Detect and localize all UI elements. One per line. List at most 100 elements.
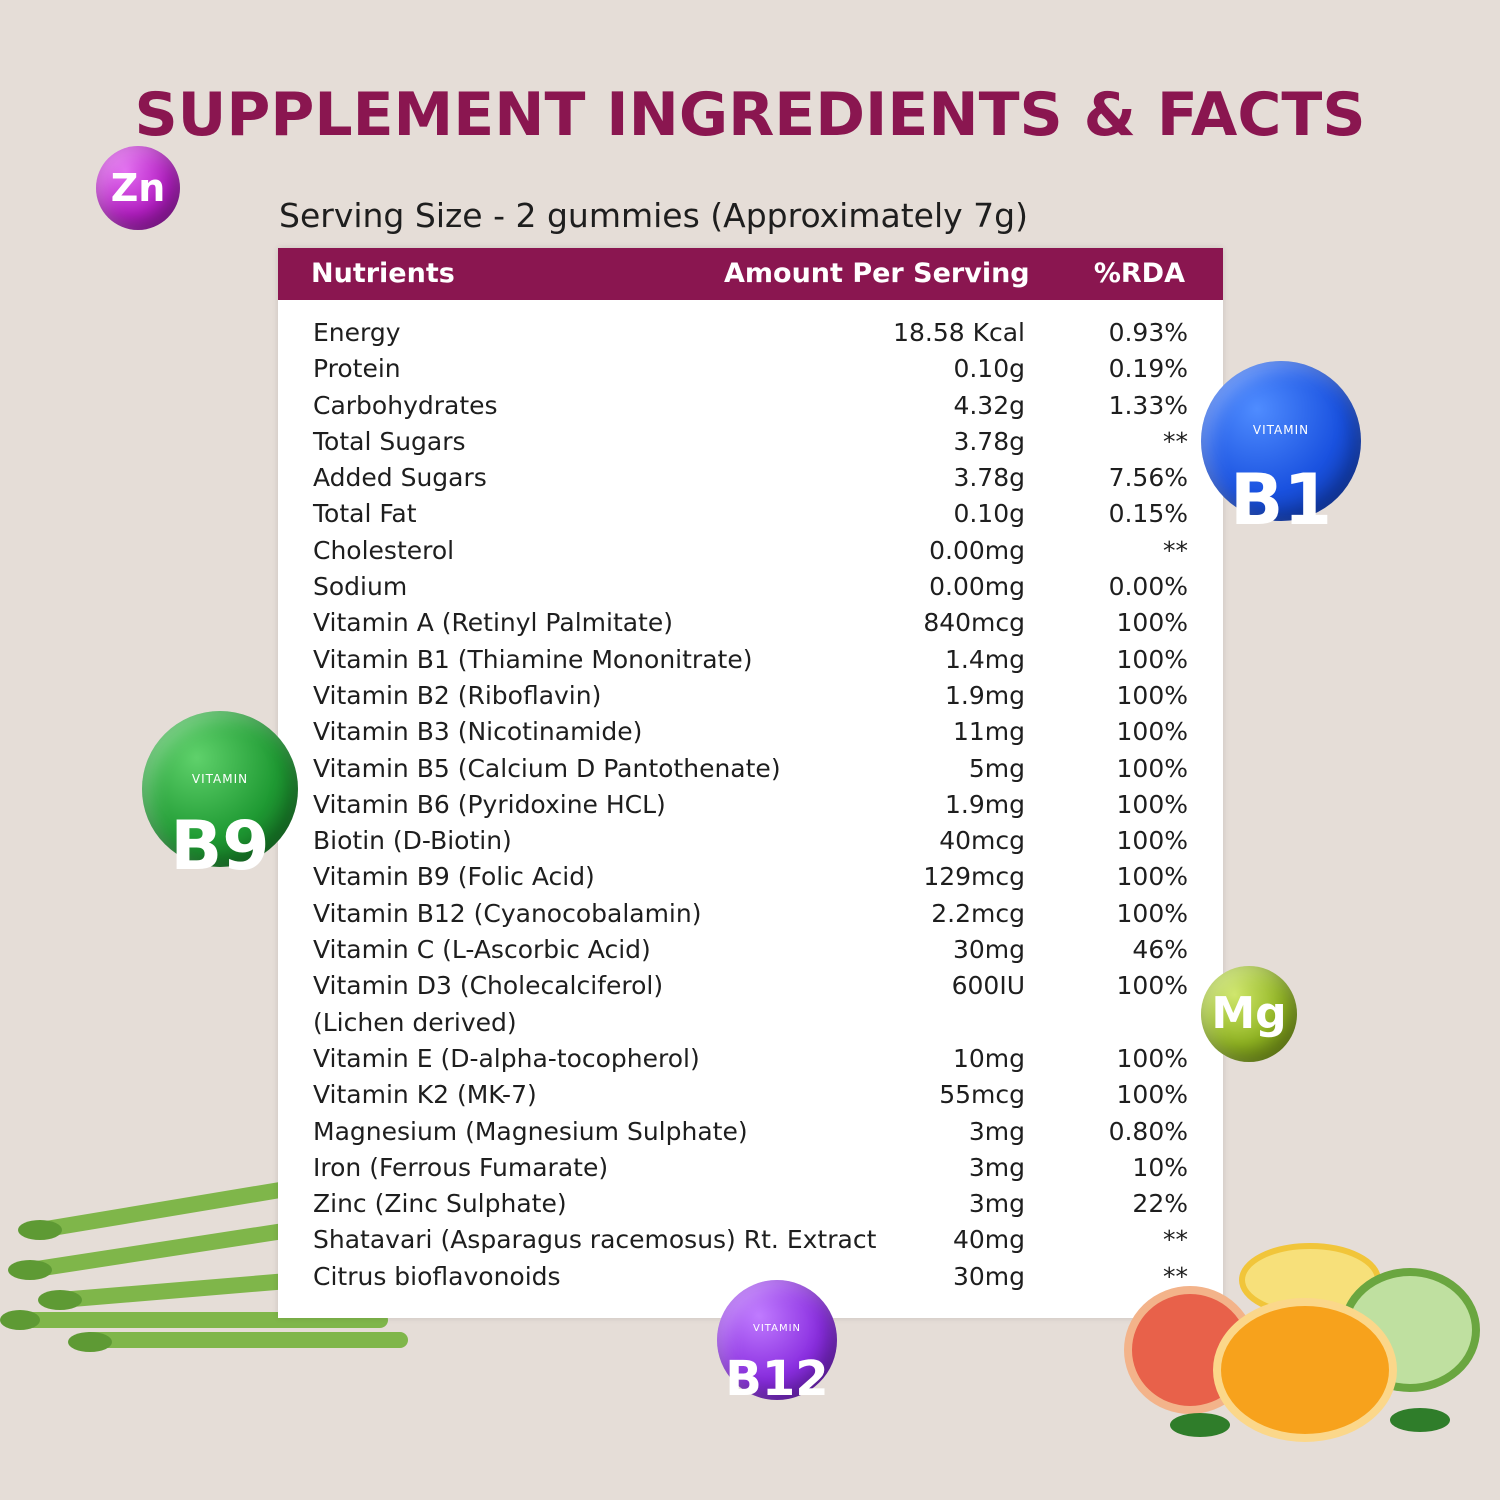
- table-header: Nutrients Amount Per Serving %RDA: [278, 248, 1223, 300]
- amount-value: 1.9mg: [945, 680, 1025, 710]
- zinc-badge: Zn: [96, 146, 180, 230]
- zinc-label: Zn: [110, 166, 166, 210]
- amount-value: 0.10g: [953, 354, 1025, 384]
- table-row: Vitamin B9 (Folic Acid) 129mcg 100%: [278, 861, 1223, 897]
- amount-value: 10mg: [952, 1043, 1025, 1073]
- nutrient-name: Total Fat: [313, 499, 417, 529]
- amount-value: 30mg: [952, 1261, 1025, 1291]
- rda-value: 0.00%: [1108, 572, 1188, 602]
- nutrient-name: Shatavari (Asparagus racemosus) Rt. Extr…: [313, 1225, 877, 1255]
- nutrient-name: Carbohydrates: [313, 390, 498, 420]
- amount-value: 600IU: [951, 971, 1025, 1001]
- amount-value: 40mg: [952, 1225, 1025, 1255]
- vitamin-b12-small-label: VITAMIN: [752, 1323, 802, 1334]
- amount-value: 1.4mg: [945, 644, 1025, 674]
- nutrient-name: Citrus bioflavonoids: [313, 1261, 561, 1291]
- serving-size: Serving Size - 2 gummies (Approximately …: [279, 196, 1028, 235]
- rda-value: 22%: [1132, 1189, 1188, 1219]
- table-row: Magnesium (Magnesium Sulphate) 3mg 0.80%: [278, 1116, 1223, 1152]
- nutrient-name: Zinc (Zinc Sulphate): [313, 1189, 567, 1219]
- vitamin-b12-label: B12: [725, 1351, 829, 1407]
- nutrient-name: Vitamin B9 (Folic Acid): [313, 862, 595, 892]
- amount-value: 0.00mg: [929, 535, 1025, 565]
- rda-value: **: [1163, 1261, 1188, 1291]
- table-row: Added Sugars 3.78g 7.56%: [278, 462, 1223, 498]
- table-row: Citrus bioflavonoids 30mg **: [278, 1261, 1223, 1297]
- rda-value: 10%: [1132, 1152, 1188, 1182]
- amount-value: 5mg: [968, 753, 1025, 783]
- rda-value: 100%: [1116, 717, 1188, 747]
- amount-value: 3mg: [968, 1152, 1025, 1182]
- vitamin-b1-small-label: VITAMIN: [1252, 423, 1310, 437]
- rda-value: 100%: [1116, 644, 1188, 674]
- rda-value: 100%: [1116, 898, 1188, 928]
- asparagus-image: [0, 1182, 408, 1352]
- table-row: Sodium 0.00mg 0.00%: [278, 571, 1223, 607]
- rda-value: 0.19%: [1108, 354, 1188, 384]
- rda-value: 100%: [1116, 971, 1188, 1001]
- citrus-fruits-image: [1124, 1243, 1480, 1442]
- nutrient-name: Iron (Ferrous Fumarate): [313, 1152, 609, 1182]
- nutrient-name: Vitamin B1 (Thiamine Mononitrate): [313, 644, 753, 674]
- amount-value: 3mg: [968, 1189, 1025, 1219]
- nutrient-name: Added Sugars: [313, 463, 487, 493]
- table-row: Protein 0.10g 0.19%: [278, 353, 1223, 389]
- rda-value: 100%: [1116, 826, 1188, 856]
- nutrient-name: Vitamin B3 (Nicotinamide): [313, 717, 643, 747]
- vitamin-b9-small-label: VITAMIN: [191, 772, 249, 786]
- nutrient-name: Vitamin B6 (Pyridoxine HCL): [313, 789, 666, 819]
- nutrient-name: Magnesium (Magnesium Sulphate): [313, 1116, 748, 1146]
- amount-value: 840mcg: [923, 608, 1025, 638]
- vitamin-b12-badge: VITAMIN B12: [717, 1280, 837, 1404]
- magnesium-label: Mg: [1211, 988, 1287, 1039]
- nutrient-name: Energy: [313, 318, 401, 347]
- table-row: Vitamin B12 (Cyanocobalamin) 2.2mcg 100%: [278, 898, 1223, 934]
- rda-value: **: [1163, 535, 1188, 565]
- rda-value: 100%: [1116, 862, 1188, 892]
- table-row: Vitamin D3 (Cholecalciferol) 600IU 100%: [278, 970, 1223, 1006]
- table-row: Vitamin B5 (Calcium D Pantothenate) 5mg 10…: [278, 753, 1223, 789]
- page-title: SUPPLEMENT INGREDIENTS & FACTS: [134, 80, 1366, 150]
- rda-value: 0.80%: [1108, 1116, 1188, 1146]
- table-row: Total Sugars 3.78g **: [278, 426, 1223, 462]
- nutrient-name: Vitamin A (Retinyl Palmitate): [313, 608, 673, 638]
- rda-value: **: [1163, 426, 1188, 456]
- amount-value: 40mcg: [939, 826, 1025, 856]
- vitamin-b1-label: B1: [1229, 459, 1333, 541]
- table-row: Vitamin B1 (Thiamine Mononitrate) 1.4mg 10…: [278, 644, 1223, 680]
- table-row: Carbohydrates 4.32g 1.33%: [278, 390, 1223, 426]
- nutrient-name: Vitamin C (L-Ascorbic Acid): [313, 935, 651, 965]
- table-row: Iron (Ferrous Fumarate) 3mg 10%: [278, 1152, 1223, 1188]
- rda-value: 46%: [1132, 935, 1188, 965]
- rda-value: 100%: [1116, 1043, 1188, 1073]
- table-row: Vitamin E (D-alpha-tocopherol) 10mg 100%: [278, 1043, 1223, 1079]
- amount-value: 4.32g: [953, 390, 1025, 420]
- amount-value: 129mcg: [923, 862, 1025, 892]
- amount-value: 2.2mcg: [931, 898, 1025, 928]
- header-nutrients: Nutrients: [311, 258, 455, 289]
- rda-value: 100%: [1116, 753, 1188, 783]
- vitamin-b9-badge: VITAMIN B9: [142, 711, 298, 881]
- amount-value: 3.78g: [953, 426, 1025, 456]
- amount-value: 11mg: [952, 717, 1025, 747]
- nutrient-name: Protein: [313, 354, 401, 384]
- rda-value: 0.15%: [1108, 499, 1188, 529]
- vitamin-b1-badge: VITAMIN B1: [1201, 361, 1361, 535]
- nutrient-name: Vitamin D3 (Cholecalciferol): [313, 971, 664, 1001]
- nutrient-name: Vitamin B2 (Riboflavin): [313, 680, 602, 710]
- amount-value: 3mg: [968, 1116, 1025, 1146]
- table-row: Vitamin B2 (Riboflavin) 1.9mg 100%: [278, 680, 1223, 716]
- rda-value: 100%: [1116, 680, 1188, 710]
- amount-value: 0.00mg: [929, 572, 1025, 602]
- header-rda: %RDA: [1093, 258, 1185, 289]
- table-row: (Lichen derived): [278, 1007, 1223, 1043]
- rda-value: 7.56%: [1108, 463, 1188, 493]
- magnesium-badge: Mg: [1201, 966, 1297, 1062]
- table-body: Energy 18.58 Kcal 0.93% Protein 0.10g 0.19% Ca…: [278, 317, 1223, 1297]
- nutrient-name: Biotin (D-Biotin): [313, 826, 512, 856]
- rda-value: 100%: [1116, 608, 1188, 638]
- vitamin-b9-label: B9: [170, 807, 270, 886]
- amount-value: 30mg: [952, 935, 1025, 965]
- table-row: Shatavari (Asparagus racemosus) Rt. Extr…: [278, 1224, 1223, 1260]
- table-row: Vitamin B3 (Nicotinamide) 11mg 100%: [278, 716, 1223, 752]
